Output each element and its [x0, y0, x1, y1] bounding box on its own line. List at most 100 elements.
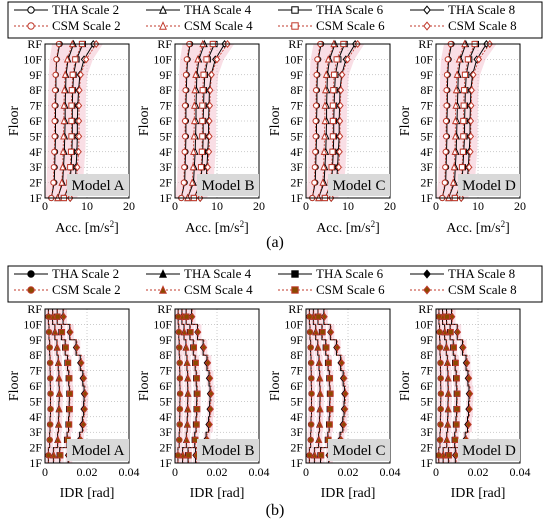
x-tick-label: 0.02 [468, 465, 489, 479]
x-axis-label-main: IDR [rad] [190, 486, 245, 501]
series-csm-scale-4 [45, 308, 64, 464]
x-axis-label-main: IDR [rad] [451, 486, 506, 501]
data-point [470, 70, 477, 79]
floor-tick-label: 8F [159, 348, 172, 362]
legend-label-tha: THA Scale 6 [316, 266, 384, 281]
data-point [330, 87, 337, 94]
y-axis-label: Floor [7, 105, 22, 136]
data-point [466, 405, 473, 414]
data-point [207, 405, 214, 414]
data-point [336, 147, 343, 156]
floor-tick-label: RF [157, 302, 172, 316]
data-point [306, 452, 313, 459]
x-axis-label-main: IDR [rad] [60, 486, 115, 501]
data-point [213, 55, 221, 64]
x-axis-label-main: IDR [rad] [321, 486, 376, 501]
model-label-box [328, 174, 390, 196]
data-point [182, 71, 190, 78]
legend-label-csm: CSM Scale 4 [184, 18, 253, 33]
floor-tick-label: 6F [29, 114, 42, 128]
floor-tick-label: 3F [29, 160, 42, 174]
data-point [198, 148, 205, 155]
data-point [176, 406, 184, 413]
data-point [68, 102, 75, 109]
model-label: Model C [328, 439, 390, 461]
data-point [194, 328, 202, 337]
model-label-text: Model C [333, 443, 386, 459]
data-point [176, 436, 183, 443]
model-label-box [458, 174, 520, 196]
data-point [206, 101, 214, 110]
legend-marker-tha [27, 6, 35, 14]
model-label: Model C [328, 174, 390, 196]
data-point [340, 374, 348, 383]
data-point [60, 116, 68, 125]
series-csm-scale-8 [306, 308, 349, 464]
data-point [458, 164, 466, 171]
x-tick-label: 20 [123, 199, 135, 213]
data-point [199, 87, 206, 94]
floor-tick-label: 10F [284, 317, 303, 331]
data-point [200, 343, 208, 352]
x-axis-label-sup: 2 [240, 219, 245, 229]
data-point [326, 375, 334, 382]
floor-tick-label: 3F [159, 425, 172, 439]
model-label-box [197, 439, 259, 461]
data-point [467, 147, 474, 156]
series-csm-scale-8 [327, 40, 361, 202]
data-point [180, 179, 187, 186]
data-point [323, 344, 330, 351]
data-point [319, 178, 327, 186]
data-point [57, 452, 64, 459]
legend-marker-csm [423, 285, 431, 295]
legend-label-tha: THA Scale 8 [448, 266, 515, 281]
floor-tick-label: 6F [159, 114, 172, 128]
series-csm-scale-2 [435, 308, 445, 464]
series-csm-scale-4 [315, 39, 338, 202]
data-point [329, 117, 336, 125]
floor-tick-label: 7F [159, 364, 172, 378]
floor-tick-label: 3F [290, 160, 303, 174]
data-point [55, 358, 63, 366]
data-point [442, 133, 450, 140]
legend-label-csm: CSM Scale 6 [316, 18, 385, 33]
data-point [435, 452, 443, 459]
data-point [308, 421, 315, 428]
data-point [62, 344, 69, 351]
data-point [47, 375, 54, 382]
data-point [190, 116, 198, 125]
data-point [59, 162, 67, 171]
x-axis-label-main: Acc. [m/s [446, 221, 500, 236]
model-label-box [67, 174, 129, 196]
series-csm-scale-4 [184, 39, 207, 202]
data-point [324, 55, 332, 63]
data-point [310, 312, 318, 320]
data-point [206, 420, 213, 429]
legend-label-csm: CSM Scale 2 [52, 18, 121, 33]
data-point [199, 102, 206, 109]
data-point [206, 132, 213, 141]
floor-tick-label: 1F [420, 191, 433, 205]
floor-tick-label: 9F [420, 333, 433, 347]
data-point [316, 404, 324, 413]
data-point [67, 328, 74, 337]
data-point [337, 101, 344, 110]
floor-tick-label: 4F [290, 145, 303, 159]
y-axis-label: Floor [398, 105, 413, 136]
data-point [452, 451, 460, 460]
x-axis-label: Acc. [m/s2] [55, 219, 119, 236]
floor-tick-label: 1F [29, 456, 42, 470]
data-point [312, 133, 319, 140]
data-point [208, 70, 215, 79]
data-point [183, 435, 191, 443]
data-point [207, 86, 214, 95]
model-label-box [197, 174, 259, 196]
data-point [47, 359, 54, 366]
data-point [443, 343, 451, 351]
data-point [200, 71, 207, 78]
floor-tick-label: 10F [153, 52, 172, 66]
data-point [67, 164, 74, 171]
data-point [204, 163, 212, 172]
data-point [320, 162, 328, 171]
